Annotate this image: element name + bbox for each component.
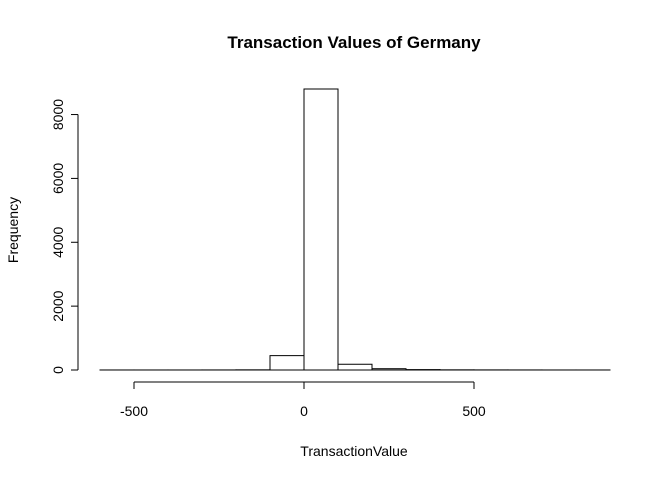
x-tick-label-2: 500 (462, 403, 486, 419)
y-tick-label-3: 6000 (50, 163, 66, 194)
histogram-bar-7 (337, 363, 373, 371)
chart-title: Transaction Values of Germany (227, 33, 481, 52)
y-axis-label: Frequency (5, 197, 21, 263)
x-axis: -500 0 500 (120, 381, 486, 419)
x-tick-label-0: -500 (120, 403, 148, 419)
y-tick-label-0: 0 (50, 366, 66, 374)
y-axis: 0 2000 4000 6000 8000 (50, 99, 79, 374)
histogram-bar-8 (371, 368, 407, 371)
bars-group (99, 88, 611, 371)
y-tick-label-2: 4000 (50, 226, 66, 257)
y-tick-label-1: 2000 (50, 290, 66, 321)
x-axis-label: TransactionValue (300, 443, 408, 459)
histogram-bar-5 (269, 355, 305, 371)
y-tick-label-4: 8000 (50, 99, 66, 130)
x-tick-label-1: 0 (300, 403, 308, 419)
histogram-bar-6 (303, 88, 339, 371)
